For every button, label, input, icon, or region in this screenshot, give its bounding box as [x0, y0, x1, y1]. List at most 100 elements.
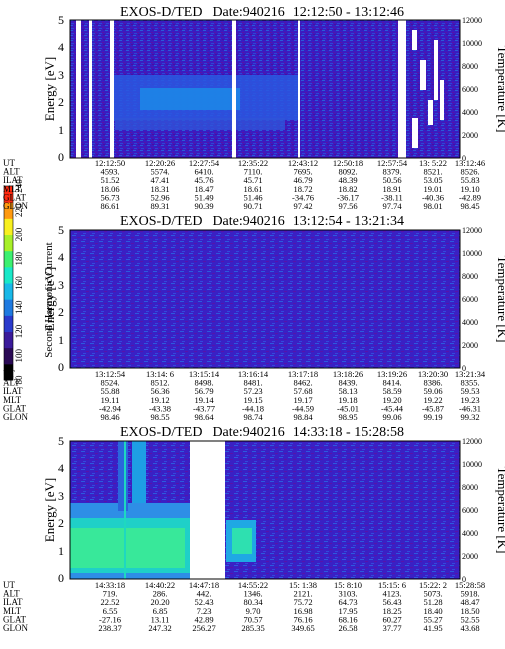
colorbar: 80 100 120 140 160 180 200 220 240 Second Harmon…: [3, 179, 55, 385]
table-cell: 18.06: [100, 184, 119, 194]
table-cell: 47.41: [150, 175, 169, 185]
axis-tick-label: 0: [58, 571, 64, 585]
table-row-label: UT: [3, 580, 15, 590]
table-cell: 12:35:22: [238, 158, 268, 168]
table-cell: 8355.: [460, 378, 479, 388]
axis-tick-label: 1: [58, 544, 64, 558]
table-row-label: ILAT: [3, 175, 23, 185]
table-cell: 98.45: [460, 201, 479, 211]
plot-frame: [69, 229, 461, 369]
table-row-label: MLT: [3, 395, 22, 405]
table-cell: 19.22: [423, 395, 442, 405]
table-cell: 13.11: [151, 614, 170, 624]
data-gap: [89, 20, 92, 158]
table-cell: 18.31: [150, 184, 169, 194]
heatmap-plot: [69, 229, 461, 369]
table-cell: 12:12:50: [95, 158, 125, 168]
colorbar-cell: [4, 234, 13, 252]
table-row-label: UT: [3, 369, 15, 379]
table-row-label: ALT: [3, 167, 20, 177]
table-cell: 9.70: [246, 606, 261, 616]
table-row-label: GLAT: [3, 192, 26, 202]
table-cell: -44.18: [242, 403, 264, 413]
table-cell: 5073.: [423, 589, 442, 599]
table-cell: 51.52: [100, 175, 119, 185]
table-cell: 90.39: [194, 201, 213, 211]
axis-tick-label: 5: [58, 434, 64, 448]
data-gap: [232, 20, 236, 158]
table-cell: 18.82: [338, 184, 357, 194]
table-cell: 6410.: [194, 167, 213, 177]
plot-background: [70, 230, 460, 368]
energy-spike: [132, 441, 146, 503]
axis-tick-label: 4: [58, 250, 64, 264]
table-row-label: ALT: [3, 589, 20, 599]
table-cell: 18.47: [194, 184, 213, 194]
axis-tick-label: 6000: [462, 506, 478, 515]
colorbar-tick-label: 200: [14, 227, 24, 241]
table-cell: 70.57: [243, 614, 262, 624]
colorbar-cell: [4, 315, 13, 332]
table-cell: 55.88: [100, 386, 119, 396]
axis-tick-label: 0: [462, 154, 466, 163]
table-cell: 19.14: [194, 395, 214, 405]
table-cell: 8386.: [423, 378, 442, 388]
colorbar-tick-label: 220: [14, 203, 24, 217]
left-axis: 0 1 2 3 4 5 Energy [eV]: [42, 223, 64, 374]
table-cell: 56.79: [194, 386, 213, 396]
table-cell: 8414.: [382, 378, 401, 388]
table-cell: 18.72: [293, 184, 312, 194]
colorbar-tick-label: 100: [14, 349, 24, 363]
panel-title: EXOS-D/TED Date:940216 12:12:50 - 13:12:46: [120, 5, 404, 20]
table-cell: 19.01: [423, 184, 442, 194]
colorbar-cell: [4, 266, 13, 284]
table-cell: -27.16: [99, 614, 121, 624]
orbit-table: UTALTILATMLTGLATGLON13:12:548524.55.8819…: [3, 369, 486, 422]
table-cell: 43.68: [460, 623, 479, 633]
table-cell: -45.01: [337, 403, 359, 413]
table-cell: 86.61: [100, 201, 119, 211]
axis-tick-label: 2000: [462, 131, 478, 140]
table-cell: 247.32: [148, 623, 171, 633]
axis-tick-label: 1: [58, 123, 64, 137]
table-cell: -46.31: [459, 403, 481, 413]
table-cell: 53.05: [423, 175, 442, 185]
axis-tick-label: 4: [58, 461, 64, 475]
axis-tick-label: 4000: [462, 108, 478, 117]
table-cell: 12:27:54: [189, 158, 220, 168]
y-axis-label: Energy [eV]: [42, 267, 57, 331]
table-cell: 15: 8:10: [334, 580, 362, 590]
axis-tick-label: 3: [58, 278, 64, 292]
table-cell: 15:28:58: [455, 580, 485, 590]
table-cell: -42.94: [99, 403, 122, 413]
axis-tick-label: 6000: [462, 85, 478, 94]
table-cell: 50.56: [382, 175, 401, 185]
table-cell: 13:21:34: [455, 369, 486, 379]
table-cell: 14:47:18: [189, 580, 219, 590]
orbit-table: UTALTILATMLTGLATGLON12:12:504593.51.5218…: [3, 158, 485, 211]
table-cell: 13: 5:22: [419, 158, 447, 168]
table-cell: 19.17: [293, 395, 312, 405]
table-cell: 18.40: [423, 606, 442, 616]
table-cell: 26.58: [338, 623, 357, 633]
table-cell: 56.73: [100, 192, 119, 202]
table-cell: 256.27: [192, 623, 215, 633]
table-row-label: UT: [3, 158, 15, 168]
table-cell: 8524.: [100, 378, 119, 388]
table-cell: 5574.: [150, 167, 169, 177]
axis-tick-label: 6000: [462, 295, 478, 304]
table-cell: 8379.: [382, 167, 401, 177]
table-cell: 15: 1:38: [289, 580, 317, 590]
axis-tick-label: 2: [58, 95, 64, 109]
table-cell: 6.55: [103, 606, 118, 616]
noisy-region: [398, 20, 444, 158]
table-cell: 4593.: [100, 167, 119, 177]
right-axis: 0 2000 4000 6000 8000 10000 12000 Temper…: [462, 226, 505, 373]
y-axis-label: Energy [eV]: [42, 57, 57, 121]
table-cell: 68.16: [338, 614, 357, 624]
axis-tick-label: 10000: [462, 39, 482, 48]
colorbar-tick-labels: 80 100 120 140 160 180 200 220 240: [14, 179, 24, 385]
table-cell: 15:15: 6: [378, 580, 406, 590]
colorbar-label: Second Harmonic Current: [43, 242, 55, 357]
table-cell: 719.: [103, 589, 118, 599]
